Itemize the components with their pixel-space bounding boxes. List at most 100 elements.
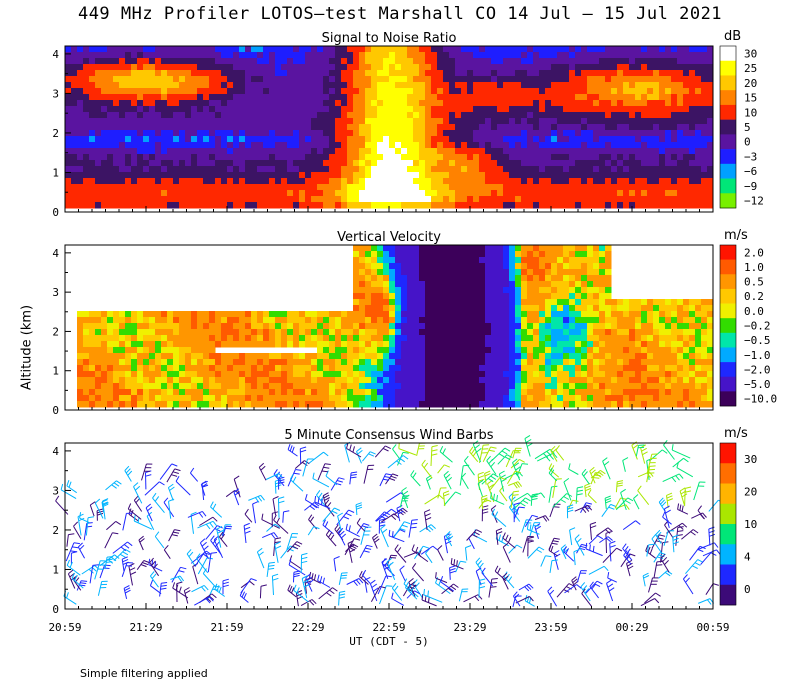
heatmap-cell — [605, 70, 612, 77]
heatmap-cell — [149, 196, 156, 203]
heatmap-cell — [659, 154, 666, 161]
heatmap-cell — [491, 184, 498, 191]
heatmap-cell — [239, 130, 246, 137]
heatmap-cell — [311, 317, 318, 324]
heatmap-cell — [599, 100, 606, 107]
heatmap-cell — [317, 82, 324, 89]
heatmap-cell — [341, 401, 348, 408]
heatmap-cell — [359, 58, 366, 65]
heatmap-cell — [581, 118, 588, 125]
heatmap-cell — [557, 371, 564, 378]
heatmap-cell — [611, 299, 618, 306]
heatmap-cell — [515, 82, 522, 89]
heatmap-cell — [287, 52, 294, 59]
heatmap-cell — [317, 347, 324, 354]
heatmap-cell — [191, 178, 198, 185]
heatmap-cell — [167, 106, 174, 113]
heatmap-cell — [215, 371, 222, 378]
heatmap-cell — [455, 311, 462, 318]
heatmap-cell — [503, 124, 510, 131]
heatmap-cell — [575, 76, 582, 83]
heatmap-cell — [275, 389, 282, 396]
heatmap-cell — [329, 371, 336, 378]
heatmap-cell — [227, 311, 234, 318]
heatmap-cell — [353, 154, 360, 161]
heatmap-cell — [593, 377, 600, 384]
heatmap-cell — [269, 82, 276, 89]
heatmap-cell — [557, 106, 564, 113]
heatmap-cell — [185, 130, 192, 137]
heatmap-cell — [347, 142, 354, 149]
heatmap-cell — [239, 52, 246, 59]
heatmap-cell — [497, 94, 504, 101]
heatmap-cell — [89, 353, 96, 360]
heatmap-cell — [65, 148, 72, 155]
heatmap-cell — [119, 118, 126, 125]
heatmap-cell — [449, 136, 456, 143]
heatmap-cell — [143, 88, 150, 95]
heatmap-cell — [455, 58, 462, 65]
heatmap-cell — [221, 142, 228, 149]
heatmap-cell — [587, 58, 594, 65]
heatmap-cell — [533, 124, 540, 131]
heatmap-cell — [305, 88, 312, 95]
heatmap-cell — [173, 389, 180, 396]
heatmap-cell — [569, 118, 576, 125]
heatmap-cell — [347, 88, 354, 95]
heatmap-cell — [401, 112, 408, 119]
heatmap-cell — [647, 395, 654, 402]
heatmap-cell — [581, 166, 588, 173]
heatmap-cell — [335, 172, 342, 179]
heatmap-cell — [149, 335, 156, 342]
heatmap-cell — [107, 401, 114, 408]
heatmap-cell — [107, 118, 114, 125]
heatmap-cell — [311, 365, 318, 372]
heatmap-cell — [605, 94, 612, 101]
heatmap-cell — [467, 275, 474, 282]
heatmap-cell — [335, 46, 342, 53]
heatmap-cell — [323, 58, 330, 65]
heatmap-cell — [587, 293, 594, 300]
heatmap-cell — [167, 112, 174, 119]
heatmap-cell — [77, 341, 84, 348]
heatmap-cell — [281, 329, 288, 336]
heatmap-cell — [431, 52, 438, 59]
heatmap-cell — [611, 383, 618, 390]
heatmap-cell — [233, 82, 240, 89]
heatmap-cell — [329, 100, 336, 107]
heatmap-cell — [539, 329, 546, 336]
heatmap-cell — [479, 94, 486, 101]
heatmap-cell — [701, 118, 708, 125]
heatmap-cell — [317, 377, 324, 384]
heatmap-cell — [425, 389, 432, 396]
heatmap-cell — [269, 118, 276, 125]
heatmap-cell — [491, 287, 498, 294]
heatmap-cell — [629, 202, 636, 209]
heatmap-cell — [95, 311, 102, 318]
heatmap-cell — [89, 58, 96, 65]
heatmap-cell — [545, 52, 552, 59]
heatmap-cell — [161, 395, 168, 402]
heatmap-cell — [461, 263, 468, 270]
heatmap-cell — [317, 371, 324, 378]
heatmap-cell — [323, 76, 330, 83]
heatmap-cell — [665, 383, 672, 390]
heatmap-cell — [227, 377, 234, 384]
heatmap-cell — [395, 353, 402, 360]
heatmap-cell — [215, 311, 222, 318]
heatmap-cell — [245, 323, 252, 330]
heatmap-cell — [131, 76, 138, 83]
heatmap-cell — [569, 281, 576, 288]
heatmap-cell — [323, 202, 330, 209]
heatmap-cell — [167, 359, 174, 366]
heatmap-cell — [155, 335, 162, 342]
heatmap-cell — [443, 112, 450, 119]
heatmap-cell — [677, 100, 684, 107]
heatmap-cell — [479, 389, 486, 396]
heatmap-cell — [449, 395, 456, 402]
heatmap-cell — [539, 82, 546, 89]
heatmap-cell — [557, 329, 564, 336]
heatmap-cell — [431, 353, 438, 360]
heatmap-cell — [221, 371, 228, 378]
heatmap-cell — [95, 329, 102, 336]
